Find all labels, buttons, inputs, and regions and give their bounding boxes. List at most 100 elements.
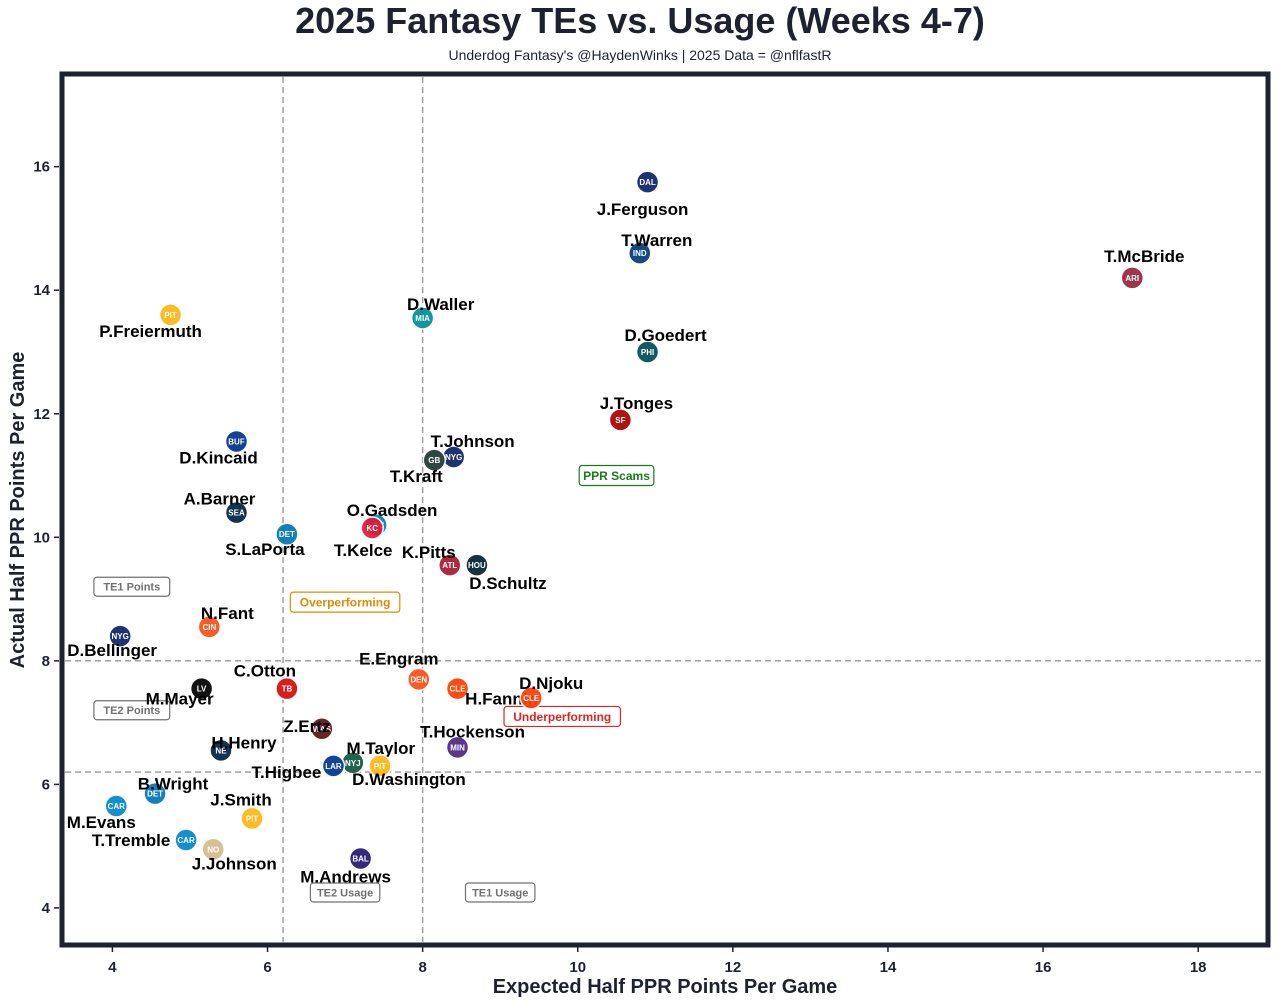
point-d-schultz: HOU D.Schultz <box>465 553 547 593</box>
chart-subtitle: Underdog Fantasy's @HaydenWinks | 2025 D… <box>448 47 832 63</box>
player-label: H.Henry <box>211 733 277 752</box>
player-label: S.LaPorta <box>225 540 305 559</box>
zone-labels: TE1 Points TE2 Points TE2 Usage TE1 Usage <box>93 576 536 903</box>
team-badge-icon <box>368 754 392 778</box>
team-badge-icon <box>519 686 543 710</box>
player-points: DALJ.FergusonINDT.WarrenARIT.McBridePITP… <box>67 170 1184 887</box>
y-axis-ticks: 4 6 8 10 12 14 16 <box>33 159 59 917</box>
team-badge-text: DAL <box>639 178 656 187</box>
point-t-higbee: LAR T.Higbee <box>251 754 346 782</box>
player-label: A.Barner <box>184 490 256 509</box>
team-badge-text: GB <box>428 456 440 465</box>
x-tick-label: 12 <box>725 959 742 976</box>
player-label: D.Bellinger <box>67 641 157 660</box>
team-badge-text: HOU <box>468 561 486 570</box>
team-badge-icon <box>635 170 660 194</box>
team-badge-icon <box>407 667 431 692</box>
player-label: T.McBride <box>1104 247 1184 266</box>
point-t-tremble: CAR T.Tremble <box>92 828 198 852</box>
point-t-mcbride: ARI T.McBride <box>1104 247 1184 290</box>
team-badge-icon <box>275 522 299 546</box>
player-label: J.Ferguson <box>597 200 689 219</box>
y-tick-label: 8 <box>42 653 50 670</box>
team-badge-icon <box>1120 266 1145 290</box>
zone-label-3-text: TE1 Usage <box>472 887 528 899</box>
x-tick-label: 14 <box>880 959 897 976</box>
reference-lines <box>65 77 1265 942</box>
player-label: P.Freiermuth <box>99 322 202 341</box>
team-badge-text: SF <box>615 416 625 425</box>
x-tick-label: 8 <box>418 959 426 976</box>
zone-label-0-box <box>93 576 171 597</box>
callout-label-0: PPR Scams <box>578 464 655 487</box>
player-label: N.Fant <box>201 604 254 623</box>
player-label: O.Gadsden <box>347 501 438 520</box>
team-badge-icon <box>158 303 183 327</box>
player-label: K.Pitts <box>402 543 456 562</box>
team-badge-icon <box>348 846 373 871</box>
zone-label-1-text: TE2 Points <box>103 705 160 717</box>
x-tick-label: 4 <box>108 959 117 976</box>
point-m-andrews: BAL M.Andrews <box>300 846 391 887</box>
point-j-ferguson: DAL J.Ferguson <box>597 170 689 219</box>
player-label: H.Fannin <box>465 690 538 709</box>
team-badge-text: CLE <box>450 685 467 694</box>
team-badge-icon <box>224 429 249 454</box>
callout-label-0-box <box>578 464 655 487</box>
team-badge-text: BUF <box>228 438 245 447</box>
player-label: T.Hockenson <box>420 722 525 741</box>
team-badge-icon <box>240 806 264 831</box>
x-axis-ticks: 4 6 8 10 12 14 16 18 <box>108 947 1207 976</box>
team-badge-text: CAR <box>108 802 126 811</box>
team-badge-text: NYG <box>111 632 128 641</box>
player-label: D.Njoku <box>519 674 583 693</box>
point-t-johnson: NYG T.Johnson <box>431 432 515 469</box>
team-badge-text: LV <box>197 685 207 694</box>
player-label: T.Tremble <box>92 831 170 850</box>
team-badge-icon <box>445 735 470 760</box>
callout-label-2-text: Underperforming <box>513 710 611 724</box>
zone-label-3: TE1 Usage <box>464 882 536 903</box>
callout-label-0-text: PPR Scams <box>583 469 650 483</box>
player-label: D.Schultz <box>469 574 546 593</box>
team-badge-icon <box>628 241 652 265</box>
y-tick-label: 6 <box>42 776 50 793</box>
team-badge-text: CLE <box>523 694 540 703</box>
team-badge-icon <box>635 340 660 364</box>
player-label: E.Engram <box>359 649 438 668</box>
point-p-freiermuth: PIT P.Freiermuth <box>99 303 202 341</box>
player-label: T.Johnson <box>431 432 515 451</box>
player-label: D.Kincaid <box>179 449 257 468</box>
zone-label-1-box <box>93 700 171 721</box>
team-badge-text: NO <box>207 845 219 854</box>
team-badge-text: WAS <box>313 725 332 734</box>
zone-label-3-box <box>464 882 536 903</box>
team-badge-text: PIT <box>164 311 177 320</box>
team-badge-icon <box>275 676 299 701</box>
y-tick-label: 4 <box>42 900 51 917</box>
plot-frame <box>59 71 1271 948</box>
player-label: T.Kraft <box>390 467 443 486</box>
team-badge-icon <box>174 828 198 852</box>
x-tick-label: 10 <box>569 959 586 976</box>
point-d-goedert: PHI D.Goedert <box>624 326 707 364</box>
team-badge-text: CAR <box>177 836 195 845</box>
callout-labels: PPR Scams Overperforming Underperforming <box>289 464 655 728</box>
player-label: M.Evans <box>67 813 136 832</box>
team-badge-icon <box>438 553 462 577</box>
team-badge-text: DEN <box>410 675 427 684</box>
y-tick-label: 16 <box>33 159 50 176</box>
team-badge-text: MIN <box>450 743 465 752</box>
x-tick-label: 16 <box>1035 959 1052 976</box>
point-t-kraft: GB T.Kraft <box>390 448 447 486</box>
callout-label-2-box <box>503 705 622 728</box>
